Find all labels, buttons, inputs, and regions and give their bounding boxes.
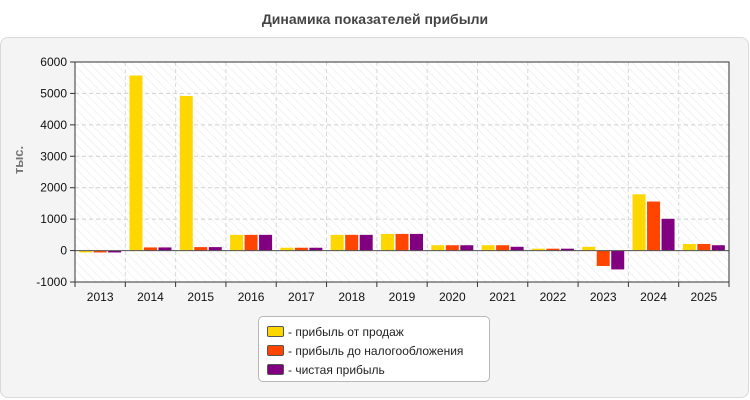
x-tick-label: 2016 [238,290,265,304]
y-tick-label: 1000 [40,212,67,226]
bar-series-1 [330,234,344,251]
bar-series-1 [632,194,646,251]
y-axis-label: тыс. [11,146,26,174]
bar-series-2 [194,247,208,251]
x-tick-label: 2021 [489,290,516,304]
axes [70,61,730,287]
y-tick-labels: -1000 0 1000 2000 3000 4000 5000 6000 [36,55,67,289]
bar-series-3 [108,250,122,253]
bar-series-2 [93,250,107,253]
bar-series-3 [510,246,524,251]
bar-series-2 [244,234,258,251]
y-tick-label: 6000 [40,55,67,69]
x-tick-label: 2015 [187,290,214,304]
bar-series-3 [661,218,675,251]
bar-series-2 [596,250,610,266]
x-tick-label: 2014 [137,290,164,304]
legend-label: - прибыль до налогообложения [288,343,464,358]
x-tick-label: 2013 [87,290,114,304]
bar-series-3 [410,233,423,251]
bar-series-1 [682,243,696,251]
legend-swatch-net [267,364,284,375]
bars [79,75,725,270]
x-tick-label: 2018 [338,290,365,304]
bar-series-3 [309,247,323,251]
chart-title: Динамика показателей прибыли [261,11,489,27]
legend: - прибыль от продаж - прибыль до налогоо… [258,316,490,382]
x-tick-label: 2022 [540,290,567,304]
x-tick-label: 2020 [439,290,466,304]
bar-series-1 [582,246,596,251]
bar-series-3 [611,250,625,270]
bar-series-2 [445,245,459,251]
bar-series-2 [143,247,157,251]
bar-series-1 [280,247,294,251]
bar-series-3 [711,245,725,251]
x-tick-labels: 2013 2014 2015 2016 2017 2018 2019 2020 2021 2022… [87,290,718,304]
legend-swatch-pretax [267,345,284,356]
bar-series-3 [560,248,574,251]
bar-series-1 [481,245,495,251]
bar-series-1 [79,250,93,253]
y-tick-label: -1000 [36,275,67,289]
x-tick-label: 2025 [690,290,717,304]
x-tick-label: 2023 [590,290,617,304]
bar-series-1 [431,245,445,251]
legend-swatch-sales [267,326,284,337]
y-tick-label: 2000 [40,181,67,195]
bar-series-1 [179,95,193,251]
legend-label: - прибыль от продаж [288,324,404,339]
legend-label: - чистая прибыль [288,362,385,377]
x-tick-label: 2019 [389,290,416,304]
bar-series-2 [294,247,308,251]
bar-series-2 [395,233,409,251]
x-tick-label: 2017 [288,290,315,304]
bar-series-1 [129,75,143,251]
bar-series-3 [359,234,373,251]
y-tick-label: 5000 [40,86,67,100]
bar-series-2 [496,245,510,251]
legend-item: - прибыль от продаж [267,322,489,341]
bar-series-1 [381,233,394,251]
bar-series-1 [230,234,244,251]
bar-series-3 [208,247,222,251]
y-tick-label: 3000 [40,149,67,163]
bar-series-2 [647,201,661,251]
bar-series-2 [697,243,711,251]
plot-frame [74,61,730,283]
bar-series-2 [345,234,359,251]
bar-series-3 [259,234,273,251]
bar-series-2 [546,248,560,251]
legend-item: - чистая прибыль [267,360,489,379]
bar-series-3 [158,247,172,251]
legend-item: - прибыль до налогообложения [267,341,489,360]
bar-series-1 [531,248,545,251]
y-tick-label: 4000 [40,118,67,132]
x-tick-label: 2024 [640,290,667,304]
bar-series-3 [460,245,474,251]
y-tick-label: 0 [60,244,67,258]
